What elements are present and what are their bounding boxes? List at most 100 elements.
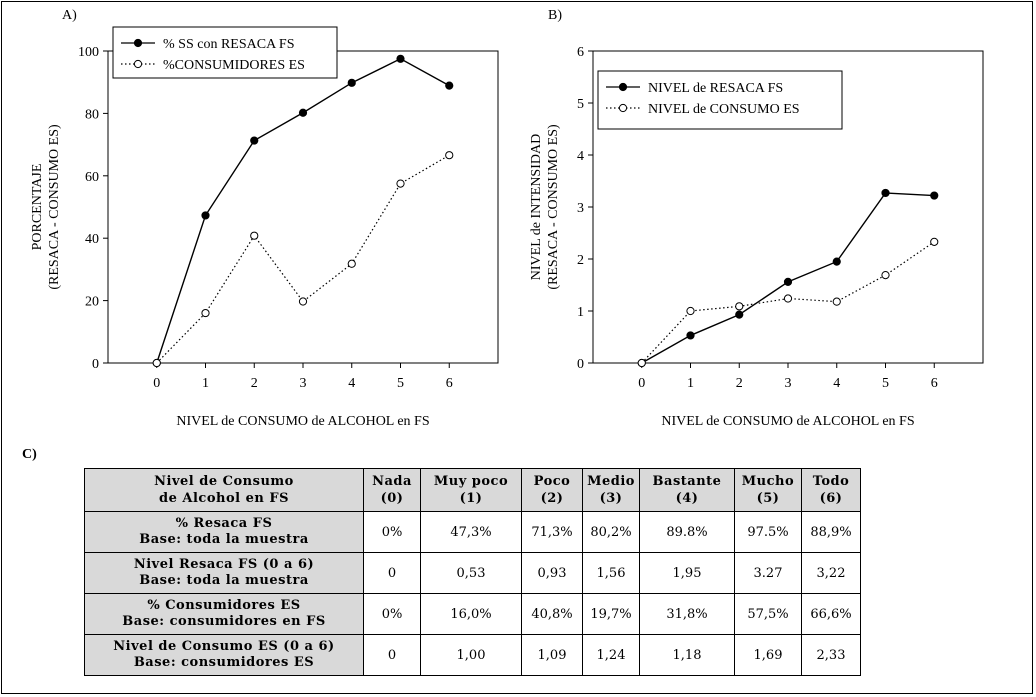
table-cell: 19,7% [582, 593, 640, 635]
table-cell: 66,6% [801, 593, 861, 635]
legend-box [597, 70, 843, 130]
x-tick-label: 4 [348, 376, 355, 391]
data-point-open [637, 358, 646, 368]
y-tick-label: 3 [577, 201, 584, 216]
table-cell: 0 [363, 552, 421, 594]
y-tick-label: 1 [577, 305, 584, 320]
data-point-open [396, 179, 405, 188]
y-tick-label: 40 [85, 232, 99, 247]
table-cell: 47,3% [420, 511, 522, 553]
legend-label: NIVEL de CONSUMO ES [648, 102, 800, 117]
table-header-cell: Bastante (4) [639, 468, 735, 512]
table-cell: 0% [363, 511, 421, 553]
table-cell: 1,95 [639, 552, 735, 594]
x-axis-label: NIVEL de CONSUMO de ALCOHOL en FS [176, 414, 429, 429]
legend-swatch-marker [133, 38, 143, 48]
data-point-filled [930, 191, 939, 200]
table-cell: 40,8% [521, 593, 583, 635]
data-point-open [445, 151, 454, 160]
table-cell: 3,22 [801, 552, 861, 594]
table-header-cell: Nada (0) [363, 468, 421, 512]
table-cell: 71,3% [521, 511, 583, 553]
legend-swatch-marker [133, 59, 143, 69]
row-label: % Consumidores ES Base: consumidores en F… [84, 593, 364, 635]
table-cell: 0,93 [521, 552, 583, 594]
table-row: % Consumidores ES Base: consumidores en F… [84, 593, 861, 635]
table-cell: 1,56 [582, 552, 640, 594]
x-tick-label: 5 [882, 376, 889, 391]
table-cell: 88,9% [801, 511, 861, 553]
panel-label-a: A) [62, 8, 77, 23]
legend-box [112, 26, 338, 79]
table-cell: 0% [363, 593, 421, 635]
table-cell: 1,69 [734, 634, 802, 676]
table-cell: 1,18 [639, 634, 735, 676]
table-cell: 97.5% [734, 511, 802, 553]
data-point-open [930, 237, 939, 246]
data-point-filled [298, 108, 308, 117]
x-tick-label: 6 [931, 376, 938, 391]
table-cell: 1,09 [521, 634, 583, 676]
table-header-cell: Medio (3) [582, 468, 640, 512]
table-cell: 0,53 [420, 552, 522, 594]
chart-b: 0 1 2 3 4 5 6 0 1 2 3 4 5 6 NIVEL de CONSUMO de ALCOHO… [529, 45, 984, 429]
y-tick-label: 20 [85, 295, 99, 310]
data-point-open [250, 231, 259, 240]
table-cell: 0 [363, 634, 421, 676]
x-tick-label: 3 [300, 376, 307, 391]
y-axis-label: PORCENTAJE [30, 164, 45, 251]
table-cell: 1,24 [582, 634, 640, 676]
table-cell: 16,0% [420, 593, 522, 635]
table-header-cell: Nivel de Consumo de Alcohol en FS [84, 468, 364, 512]
y-tick-label: 100 [78, 45, 99, 60]
y-tick-label: 80 [85, 107, 99, 122]
data-table: Nivel de Consumo de Alcohol en FS Nada (0)… [84, 468, 861, 676]
legend-label: %CONSUMIDORES ES [163, 58, 305, 73]
panel-label-c: C) [22, 447, 37, 462]
data-point-filled [783, 277, 793, 286]
legend-label: NIVEL de RESACA FS [648, 81, 783, 96]
y-tick-label: 4 [577, 149, 584, 164]
y-tick-label: 60 [85, 170, 99, 185]
y-tick-label: 2 [577, 253, 584, 268]
table-header-row: Nivel de Consumo de Alcohol en FS Nada (0)… [84, 468, 861, 512]
data-point-filled [396, 54, 405, 63]
data-point-open [881, 271, 890, 280]
table-header-cell: Muy poco (1) [420, 468, 522, 512]
x-tick-label: 0 [638, 376, 645, 391]
legend-label: % SS con RESACA FS [163, 37, 294, 52]
row-label: % Resaca FS Base: toda la muestra [84, 511, 364, 553]
table-row: Nivel de Consumo ES (0 a 6) Base: consumi… [84, 634, 861, 676]
y-axis-label: (RESACA - CONSUMO ES) [546, 124, 561, 290]
table-cell: 80,2% [582, 511, 640, 553]
data-point-filled [881, 188, 890, 198]
x-tick-label: 4 [833, 376, 840, 391]
panel-label-b: B) [548, 8, 562, 23]
x-axis-label: NIVEL de CONSUMO de ALCOHOL en FS [661, 414, 914, 429]
data-point-open [686, 306, 695, 316]
x-tick-label: 3 [785, 376, 792, 391]
x-tick-label: 0 [153, 376, 160, 391]
table-cell: 89.8% [639, 511, 735, 553]
y-tick-label: 5 [577, 97, 584, 112]
x-tick-label: 2 [736, 376, 743, 391]
table-header-cell: Todo (6) [801, 468, 861, 512]
legend-swatch-marker [618, 103, 628, 113]
table-cell: 1,00 [420, 634, 522, 676]
table-cell: 57,5% [734, 593, 802, 635]
data-point-open [735, 302, 744, 311]
x-tick-label: 2 [251, 376, 258, 391]
y-axis-label: NIVEL de INTENSIDAD [529, 134, 544, 280]
data-point-filled [832, 257, 841, 266]
y-tick-label: 0 [577, 357, 584, 372]
chart-a: 0 20 40 60 80 100 0 1 2 3 4 5 6 NIVEL de CONSUMO de A… [30, 26, 499, 429]
data-point-filled [201, 211, 210, 220]
table-cell: 2,33 [801, 634, 861, 676]
x-tick-label: 1 [687, 376, 694, 391]
data-point-open [201, 308, 210, 318]
table-row: % Resaca FS Base: toda la muestra 0% 47,3… [84, 511, 861, 553]
data-point-filled [250, 136, 259, 145]
data-point-open [152, 358, 161, 368]
table-row: Nivel Resaca FS (0 a 6) Base: toda la mue… [84, 552, 861, 594]
x-tick-label: 5 [397, 376, 404, 391]
